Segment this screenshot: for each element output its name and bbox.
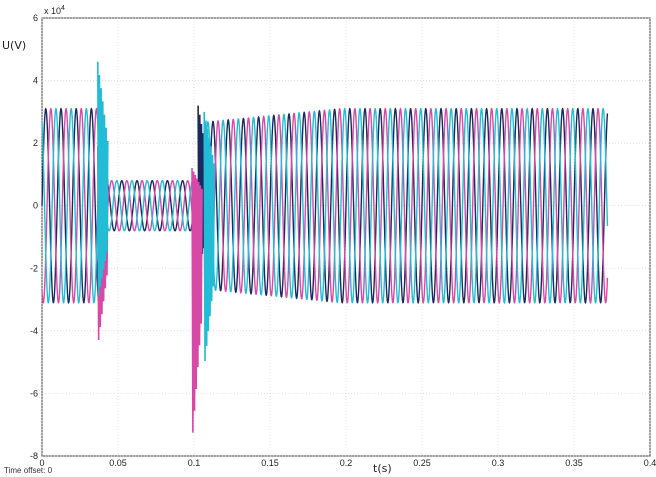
x-axis-label: t(s)	[373, 462, 392, 475]
y-tick-label: 2	[33, 138, 38, 148]
y-tick-label: -4	[30, 326, 38, 336]
x-tick-label: 0.3	[492, 458, 505, 468]
y-exponent-label: x 104	[44, 5, 65, 16]
transient-burst-3	[97, 61, 109, 296]
x-tick-label: 0	[39, 458, 44, 468]
x-tick-label: 0.2	[340, 458, 353, 468]
y-tick-labels: -8 -6 -4 -2 0 2 4 6	[30, 13, 38, 461]
x-tick-label: 0.25	[413, 458, 431, 468]
transient-burst-4	[203, 111, 215, 361]
x-tick-label: 0.1	[188, 458, 201, 468]
x-tick-label: 0.05	[109, 458, 127, 468]
time-offset-note: Time offset: 0	[4, 466, 53, 475]
series-group	[41, 61, 609, 433]
y-exponent-base: x 10	[44, 6, 61, 16]
y-axis-label: U(V)	[2, 39, 26, 52]
y-tick-label: 6	[33, 13, 38, 23]
y-exponent-power: 4	[61, 5, 65, 12]
y-tick-label: -8	[30, 451, 38, 461]
y-tick-label: 0	[33, 201, 38, 211]
y-tick-label: 4	[33, 76, 38, 86]
x-tick-label: 0.4	[644, 458, 656, 468]
y-tick-label: -6	[30, 388, 38, 398]
series-line-1	[41, 107, 609, 305]
x-tick-label: 0.35	[565, 458, 583, 468]
x-tick-labels: 0 0.05 0.1 0.15 0.2 0.25 0.3 0.35 0.4	[39, 458, 656, 468]
y-tick-label: -2	[30, 263, 38, 273]
x-tick-label: 0.15	[261, 458, 279, 468]
transient-burst-2	[191, 168, 203, 433]
series-line-2	[41, 107, 609, 304]
